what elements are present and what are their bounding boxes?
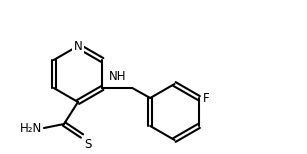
Text: F: F bbox=[203, 91, 209, 105]
Text: S: S bbox=[84, 138, 91, 151]
Text: H₂N: H₂N bbox=[20, 122, 42, 134]
Text: N: N bbox=[74, 39, 82, 53]
Text: NH: NH bbox=[108, 70, 126, 83]
